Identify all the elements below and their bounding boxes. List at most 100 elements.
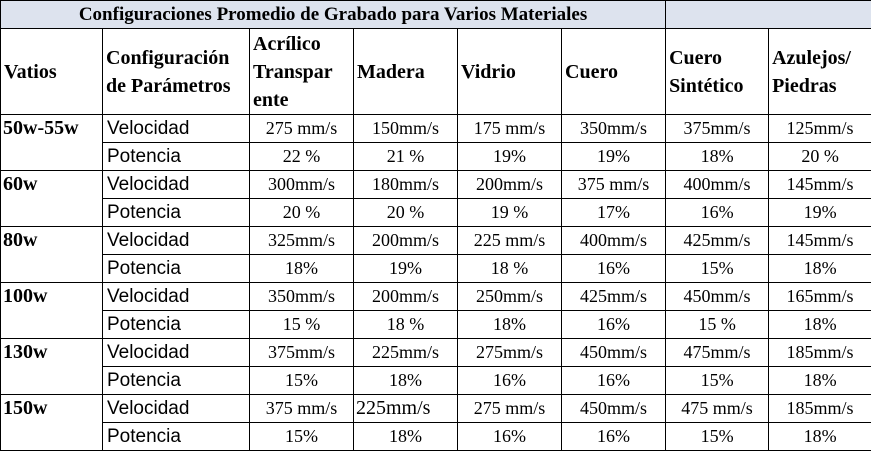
header-vidrio: Vidrio bbox=[458, 29, 562, 115]
power-value-cell: 20 % bbox=[250, 199, 354, 227]
watts-cell bbox=[1, 423, 103, 451]
param-label-potencia: Potencia bbox=[103, 143, 250, 171]
watts-cell: 50w-55w bbox=[1, 115, 103, 143]
power-value-cell: 18% bbox=[458, 311, 562, 339]
power-value-cell: 15% bbox=[666, 255, 769, 283]
power-value-cell: 19% bbox=[458, 143, 562, 171]
power-value-cell: 18% bbox=[666, 143, 769, 171]
power-value-cell: 18% bbox=[769, 423, 871, 451]
power-value-cell: 18% bbox=[769, 367, 871, 395]
header-cuero-sintetico: Cuero Sintético bbox=[666, 29, 769, 115]
header-config: Configuración de Parámetros bbox=[103, 29, 250, 115]
header-vatios: Vatios bbox=[1, 29, 103, 115]
param-label-velocidad: Velocidad bbox=[103, 395, 250, 423]
header-acrilico-line-3: ente bbox=[253, 89, 289, 111]
power-value-cell: 15% bbox=[250, 423, 354, 451]
watts-cell bbox=[1, 311, 103, 339]
speed-value-cell: 200mm/s bbox=[354, 283, 458, 311]
param-label-velocidad: Velocidad bbox=[103, 171, 250, 199]
power-value-cell: 18 % bbox=[354, 311, 458, 339]
header-cuero-sint-line-1: Cuero bbox=[669, 47, 722, 69]
speed-value-cell: 275 mm/s bbox=[458, 395, 562, 423]
power-value-cell: 16% bbox=[562, 367, 666, 395]
speed-value-cell: 325mm/s bbox=[250, 227, 354, 255]
speed-value-cell: 250mm/s bbox=[458, 283, 562, 311]
power-value-cell: 16% bbox=[666, 199, 769, 227]
power-value-cell: 15 % bbox=[666, 311, 769, 339]
param-label-velocidad: Velocidad bbox=[103, 227, 250, 255]
header-cuero-sint-line-2: Sintético bbox=[669, 75, 743, 97]
speed-value-cell: 225mm/s bbox=[354, 339, 458, 367]
speed-value-cell: 175 mm/s bbox=[458, 115, 562, 143]
speed-value-cell: 425mm/s bbox=[666, 227, 769, 255]
power-value-cell: 19% bbox=[562, 143, 666, 171]
watts-cell: 100w bbox=[1, 283, 103, 311]
param-label-velocidad: Velocidad bbox=[103, 283, 250, 311]
speed-value-cell: 350mm/s bbox=[562, 115, 666, 143]
power-value-cell: 16% bbox=[458, 423, 562, 451]
speed-value-cell: 475 mm/s bbox=[666, 395, 769, 423]
header-acrilico: Acrílico Transpar ente bbox=[250, 29, 354, 115]
speed-value-cell: 180mm/s bbox=[354, 171, 458, 199]
speed-value-cell: 150mm/s bbox=[354, 115, 458, 143]
speed-value-cell: 450mm/s bbox=[666, 283, 769, 311]
speed-value-cell: 185mm/s bbox=[769, 339, 871, 367]
speed-value-cell: 400mm/s bbox=[562, 227, 666, 255]
speed-value-cell: 165mm/s bbox=[769, 283, 871, 311]
param-label-potencia: Potencia bbox=[103, 199, 250, 227]
speed-value-cell: 400mm/s bbox=[666, 171, 769, 199]
header-azulejos-line-2: Piedras bbox=[772, 75, 836, 97]
watts-cell: 150w bbox=[1, 395, 103, 423]
watts-cell: 130w bbox=[1, 339, 103, 367]
speed-value-cell: 375mm/s bbox=[666, 115, 769, 143]
watts-cell bbox=[1, 255, 103, 283]
param-label-velocidad: Velocidad bbox=[103, 339, 250, 367]
speed-value-cell: 275 mm/s bbox=[250, 115, 354, 143]
speed-value-cell: 145mm/s bbox=[769, 171, 871, 199]
speed-value-cell: 375 mm/s bbox=[562, 171, 666, 199]
param-label-potencia: Potencia bbox=[103, 367, 250, 395]
speed-value-cell: 225mm/s bbox=[354, 395, 458, 423]
power-value-cell: 19% bbox=[354, 255, 458, 283]
power-value-cell: 18% bbox=[769, 255, 871, 283]
power-value-cell: 18% bbox=[250, 255, 354, 283]
speed-value-cell: 425mm/s bbox=[562, 283, 666, 311]
speed-value-cell: 145mm/s bbox=[769, 227, 871, 255]
watts-cell bbox=[1, 143, 103, 171]
watts-cell bbox=[1, 367, 103, 395]
speed-value-cell: 185mm/s bbox=[769, 395, 871, 423]
power-value-cell: 17% bbox=[562, 199, 666, 227]
param-label-potencia: Potencia bbox=[103, 423, 250, 451]
header-config-line-1: Configuración bbox=[106, 47, 229, 69]
power-value-cell: 20 % bbox=[769, 143, 871, 171]
watts-cell: 80w bbox=[1, 227, 103, 255]
title-empty-cell bbox=[666, 1, 871, 29]
power-value-cell: 21 % bbox=[354, 143, 458, 171]
power-value-cell: 16% bbox=[562, 311, 666, 339]
header-madera: Madera bbox=[354, 29, 458, 115]
power-value-cell: 20 % bbox=[354, 199, 458, 227]
header-cuero: Cuero bbox=[562, 29, 666, 115]
speed-value-cell: 350mm/s bbox=[250, 283, 354, 311]
param-label-velocidad: Velocidad bbox=[103, 115, 250, 143]
speed-value-cell: 275mm/s bbox=[458, 339, 562, 367]
watts-cell: 60w bbox=[1, 171, 103, 199]
speed-value-cell: 200mm/s bbox=[458, 171, 562, 199]
speed-value-cell: 375mm/s bbox=[250, 339, 354, 367]
power-value-cell: 15% bbox=[250, 367, 354, 395]
speed-value-cell: 225 mm/s bbox=[458, 227, 562, 255]
power-value-cell: 15% bbox=[666, 367, 769, 395]
title-row: Configuraciones Promedio de Grabado para… bbox=[1, 1, 871, 29]
power-value-cell: 15% bbox=[666, 423, 769, 451]
power-value-cell: 16% bbox=[562, 423, 666, 451]
power-value-cell: 18 % bbox=[458, 255, 562, 283]
watts-cell bbox=[1, 199, 103, 227]
power-value-cell: 16% bbox=[562, 255, 666, 283]
